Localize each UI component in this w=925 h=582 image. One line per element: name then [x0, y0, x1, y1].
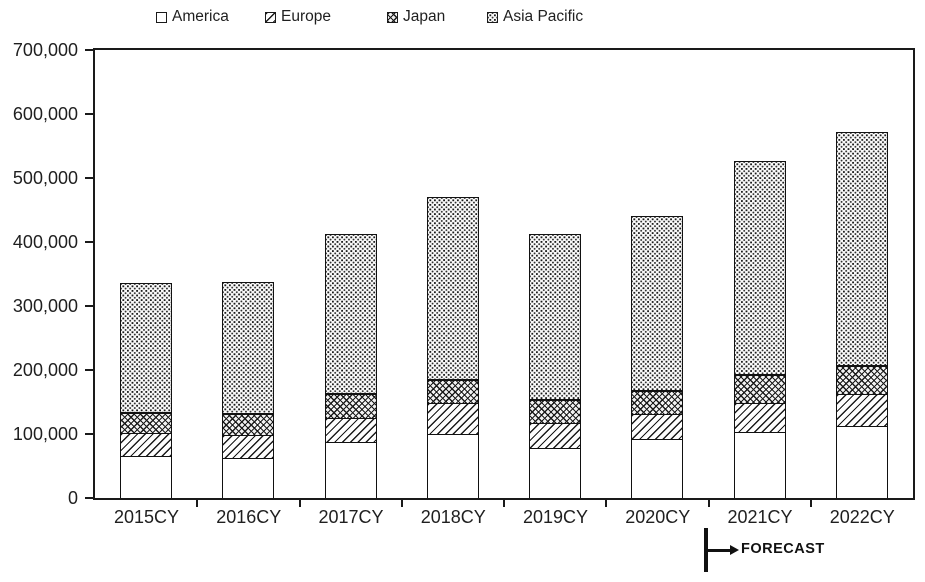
x-tick-label: 2016CY [216, 507, 282, 527]
segment-asia-pacific-2021CY [734, 161, 785, 375]
x-tick-label: 2020CY [625, 507, 691, 527]
x-tick [605, 500, 608, 507]
plot-area [93, 48, 915, 500]
y-tick [85, 177, 93, 179]
legend-swatch-asia-pacific-icon [487, 11, 498, 23]
segment-europe-2015CY [121, 433, 172, 457]
x-tick-label: 2021CY [727, 507, 793, 527]
segment-america-2018CY [427, 435, 478, 498]
segment-europe-2021CY [734, 403, 785, 434]
segment-asia-pacific-2017CY [325, 235, 376, 393]
segment-asia-pacific-2018CY [427, 198, 478, 380]
forecast-annotation: FORECAST [741, 541, 825, 557]
forecast-arrow-icon [730, 545, 739, 555]
y-tick [85, 497, 93, 499]
bar-2016CY [222, 281, 275, 498]
x-tick-label: 2015CY [113, 507, 180, 527]
legend-item-asia-pacific: Asia Pacific [487, 8, 583, 26]
legend-item-japan: Japan [387, 8, 445, 26]
segment-europe-2020CY [632, 415, 683, 440]
segment-europe-2016CY [223, 435, 274, 460]
y-tick [85, 241, 93, 243]
bar-2020CY [631, 215, 684, 498]
segment-america-2020CY [632, 439, 683, 498]
legend-item-america: America [156, 8, 229, 26]
forecast-arrow-shaft [708, 549, 731, 552]
legend-label: Japan [403, 8, 446, 25]
x-tick [503, 500, 505, 507]
y-tick [85, 369, 93, 371]
x-tick-label: 2018CY [420, 507, 486, 527]
y-tick-label: 500,000 [12, 168, 78, 188]
y-tick-label: 600,000 [12, 104, 78, 124]
y-tick [85, 113, 93, 115]
segment-japan-2022CY [836, 364, 887, 395]
segment-america-2019CY [530, 449, 581, 498]
segment-asia-pacific-2022CY [836, 132, 887, 365]
x-tick [400, 500, 403, 507]
y-tick-label: 700,000 [12, 40, 78, 60]
segment-america-2017CY [325, 442, 376, 499]
x-tick [809, 500, 812, 507]
segment-japan-2017CY [325, 392, 376, 420]
segment-europe-2018CY [427, 404, 478, 436]
legend-label: Europe [281, 8, 331, 25]
legend-swatch-america-icon [156, 11, 167, 23]
bar-2017CY [324, 234, 377, 499]
bar-2019CY [529, 234, 582, 498]
segment-america-2021CY [734, 433, 785, 498]
legend-swatch-europe-icon [265, 11, 276, 23]
forecast-divider-line [704, 528, 708, 572]
segment-america-2016CY [223, 459, 274, 498]
y-tick-label: 100,000 [12, 424, 78, 444]
bar-2015CY [120, 282, 173, 498]
segment-japan-2018CY [427, 379, 478, 405]
segment-america-2022CY [836, 427, 887, 498]
legend-swatch-japan-icon [387, 11, 398, 23]
legend-item-europe: Europe [265, 8, 331, 26]
bar-2018CY [426, 197, 479, 498]
bar-2021CY [733, 160, 786, 498]
segment-asia-pacific-2019CY [530, 235, 581, 400]
y-tick [85, 433, 93, 435]
segment-europe-2017CY [325, 419, 376, 443]
x-tick-label: 2019CY [522, 507, 589, 527]
segment-asia-pacific-2020CY [632, 216, 683, 391]
x-tick [196, 500, 199, 507]
y-tick-label: 0 [67, 488, 78, 508]
segment-asia-pacific-2016CY [223, 282, 274, 414]
segment-japan-2021CY [734, 374, 785, 404]
y-tick-label: 200,000 [12, 360, 78, 380]
bar-2022CY [835, 131, 888, 498]
x-tick-label: 2022CY [829, 507, 895, 527]
segment-japan-2020CY [632, 390, 683, 416]
y-tick [85, 49, 93, 51]
y-tick-label: 400,000 [12, 232, 78, 252]
segment-asia-pacific-2015CY [121, 283, 172, 413]
legend-label: Asia Pacific [503, 8, 584, 25]
segment-japan-2016CY [223, 413, 274, 436]
segment-japan-2015CY [121, 412, 172, 434]
legend-label: America [172, 8, 229, 25]
segment-europe-2019CY [530, 423, 581, 450]
y-tick-label: 300,000 [12, 296, 78, 316]
x-tick [298, 500, 301, 507]
x-tick [707, 500, 710, 507]
y-tick [85, 305, 93, 307]
segment-japan-2019CY [530, 399, 581, 424]
segment-europe-2022CY [836, 394, 887, 428]
x-tick-label: 2017CY [318, 507, 384, 527]
segment-america-2015CY [121, 456, 172, 498]
